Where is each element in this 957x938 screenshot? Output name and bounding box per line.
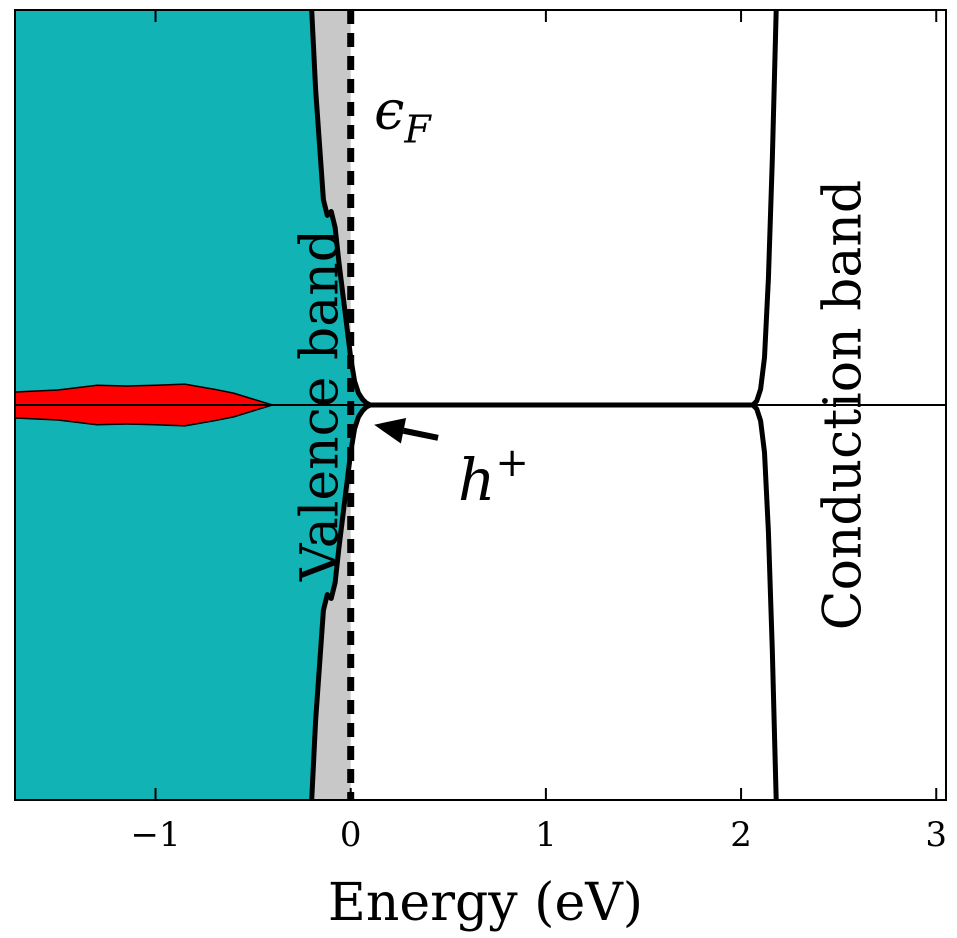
x-tick-label: 2 [730, 815, 752, 855]
valence-band-curve-lower [309, 402, 372, 800]
x-axis-title: Energy (eV) [328, 873, 643, 933]
fermi-subscript: F [403, 108, 432, 152]
plot-area [15, 10, 946, 800]
fermi-symbol: ϵ [374, 79, 404, 142]
x-tick-label: 1 [535, 815, 557, 855]
hole-arrow [402, 427, 439, 441]
hole-symbol: h [458, 446, 495, 514]
plot-frame [14, 9, 947, 801]
valence-band-label: Valence band [290, 229, 350, 582]
x-axis-tick-labels: −1 0 1 2 3 [130, 815, 947, 855]
hole-superscript: + [495, 440, 529, 486]
x-tick-label: −1 [130, 815, 180, 855]
hole-arrowhead [374, 418, 407, 444]
x-tick-label: 3 [925, 815, 947, 855]
hole-states-fill [311, 10, 351, 800]
x-axis-ticks [154, 10, 938, 800]
fermi-level-annotation: ϵF [374, 79, 432, 152]
conduction-band-label: Conduction band [813, 180, 873, 630]
conduction-band-curve-upper [751, 10, 779, 407]
conduction-band-curve-lower [751, 403, 779, 800]
hole-annotation: h+ [458, 440, 529, 514]
valence-band-curve-upper [309, 10, 372, 408]
x-tick-label: 0 [340, 815, 362, 855]
